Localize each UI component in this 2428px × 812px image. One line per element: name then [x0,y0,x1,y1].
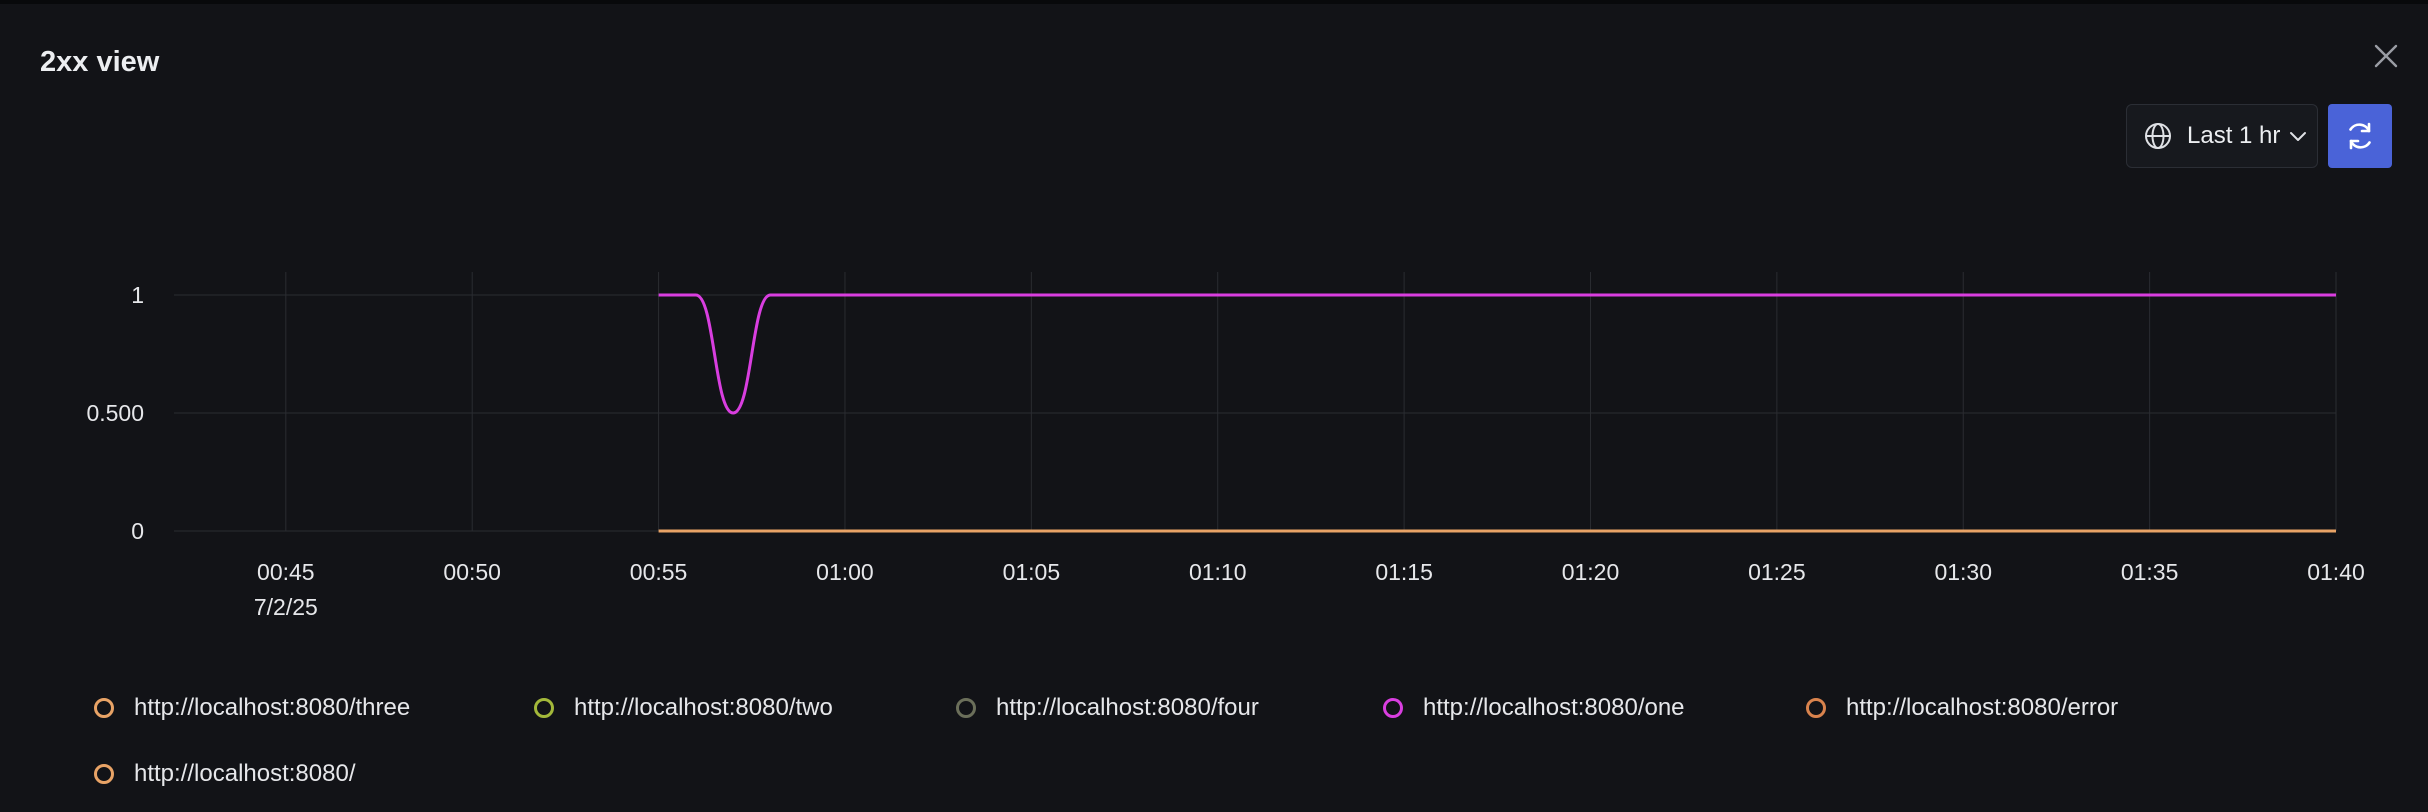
close-icon[interactable] [2372,42,2400,70]
legend-marker-icon [956,698,976,718]
legend-item[interactable]: http://localhost:8080/ [94,760,355,788]
legend-label: http://localhost:8080/two [574,694,833,721]
x-tick-label: 01:05 [1003,559,1061,585]
modal-title: 2xx view [40,46,160,78]
x-tick-label: 01:10 [1189,559,1247,585]
legend-marker-icon [534,698,554,718]
legend-item[interactable]: http://localhost:8080/one [1383,694,1685,722]
legend-label: http://localhost:8080/ [134,760,356,787]
x-tick-label: 01:35 [2121,559,2179,585]
chart-series [658,293,2336,533]
x-tick-label: 01:40 [2307,559,2365,585]
legend-label: http://localhost:8080/four [996,694,1259,721]
top-border [0,0,2428,4]
y-tick-label: 0 [131,518,144,544]
legend-label: http://localhost:8080/three [134,694,411,721]
legend-item[interactable]: http://localhost:8080/two [534,694,833,722]
legend-marker-icon [94,764,114,784]
refresh-button[interactable] [2328,104,2392,168]
y-tick-label: 0.500 [86,400,144,426]
legend-item[interactable]: http://localhost:8080/four [956,694,1259,722]
legend-marker-icon [1383,698,1403,718]
time-range-label: Last 1 hr [2187,122,2281,149]
chart-axis-labels: 00:45 7/2/25 00:50 00:55 01:00 01:05 01:10 01:1… [86,282,2364,620]
chart-grid [174,272,2337,532]
x-tick-label: 01:00 [816,559,874,585]
legend-marker-icon [1806,698,1826,718]
x-tick-label: 00:50 [443,559,501,585]
x-date-label: 7/2/25 [254,594,318,620]
refresh-icon [2349,122,2371,150]
legend-label: http://localhost:8080/error [1846,694,2119,721]
globe-icon [2145,123,2171,149]
y-tick-label: 1 [131,282,144,308]
legend-marker-icon [94,698,114,718]
legend-label: http://localhost:8080/one [1423,694,1685,721]
series-line [658,293,2336,415]
x-tick-label: 01:20 [1562,559,1620,585]
legend-item[interactable]: http://localhost:8080/three [94,694,410,722]
chevron-down-icon [2290,132,2307,141]
x-tick-label: 00:55 [630,559,688,585]
time-range-dropdown[interactable]: Last 1 hr [2126,104,2318,168]
x-tick-label: 01:30 [1934,559,1992,585]
x-tick-label: 00:45 [257,559,315,585]
legend-item[interactable]: http://localhost:8080/error [1806,694,2118,722]
x-tick-label: 01:25 [1748,559,1806,585]
x-tick-label: 01:15 [1375,559,1433,585]
